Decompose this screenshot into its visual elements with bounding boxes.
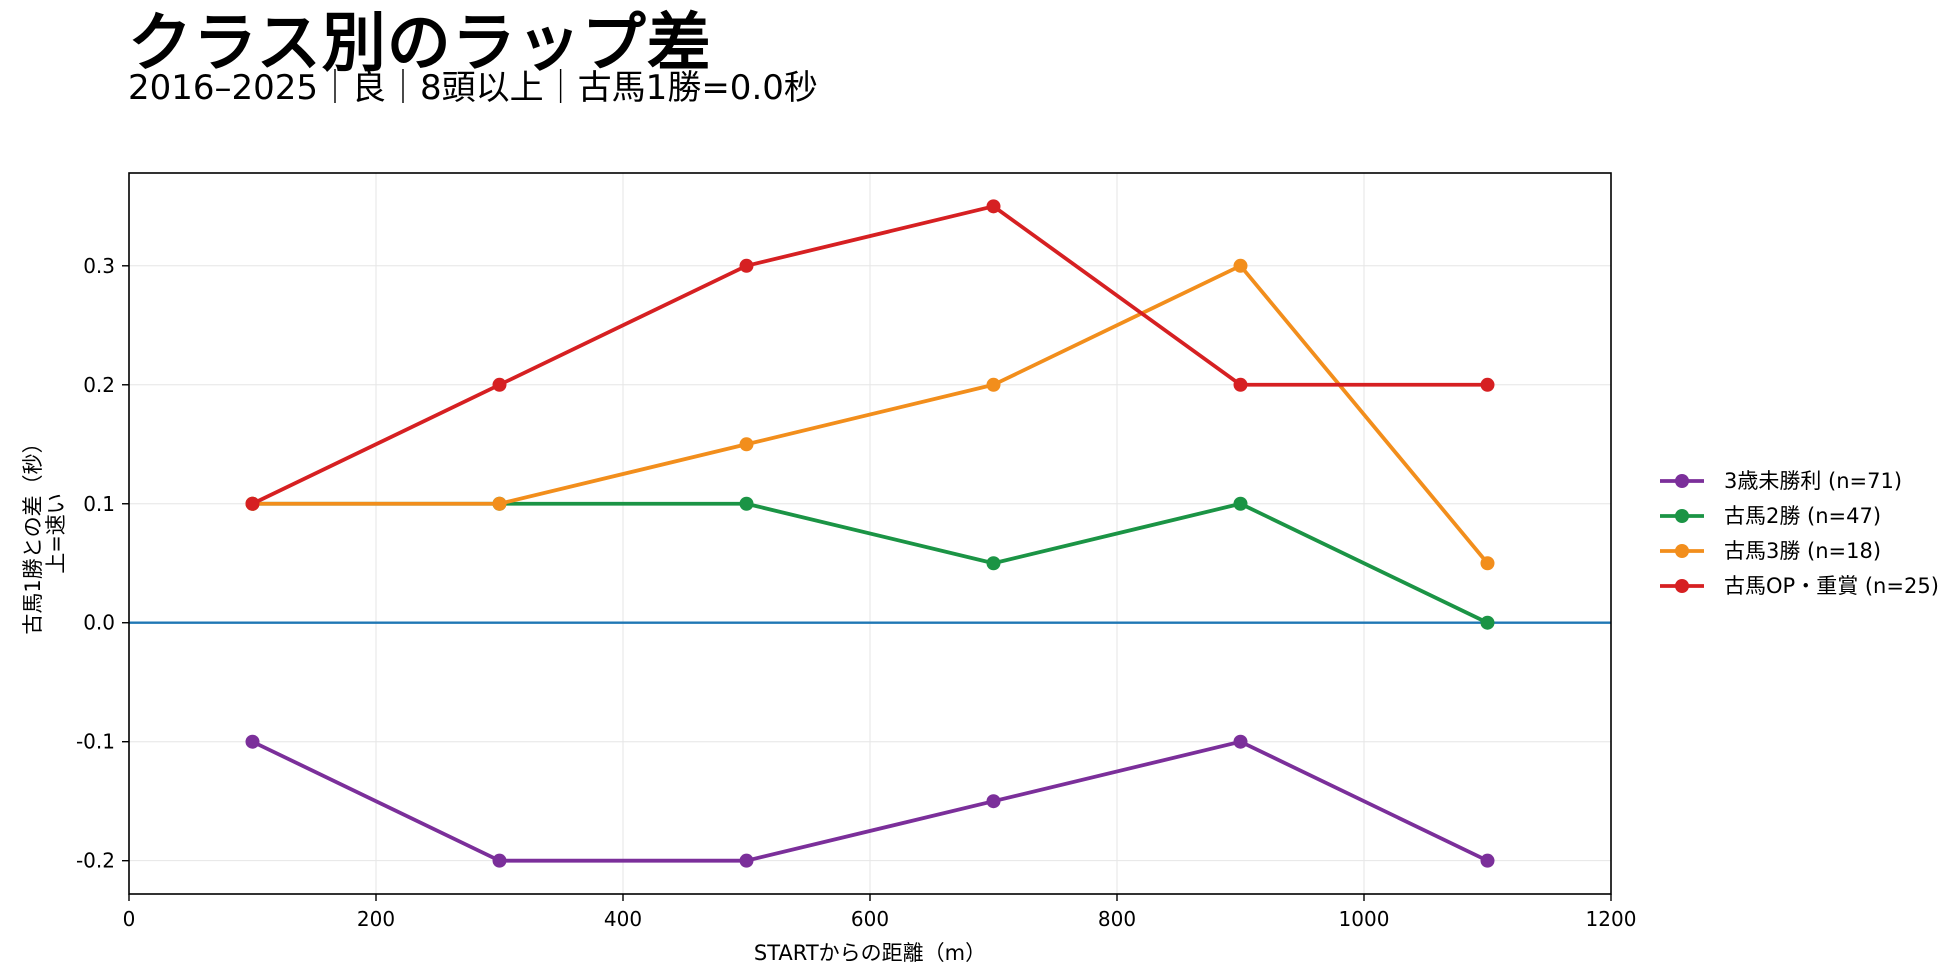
x-tick-label: 1000 [1339, 907, 1390, 931]
data-point [492, 377, 507, 392]
data-point [986, 556, 1001, 571]
x-tick-label: 1200 [1586, 907, 1637, 931]
data-point [492, 496, 507, 511]
data-point [739, 437, 754, 452]
data-point [986, 794, 1001, 809]
legend-marker [1675, 474, 1689, 488]
data-point [492, 853, 507, 868]
legend-entry: 古馬2勝 (n=47) [1660, 504, 1881, 528]
data-point [739, 853, 754, 868]
legend-label: 古馬OP・重賞 (n=25) [1724, 574, 1939, 598]
x-tick-label: 0 [123, 907, 136, 931]
legend-entry: 3歳未勝利 (n=71) [1660, 469, 1902, 493]
y-axis-label: 古馬1勝との差（秒）上=速い [21, 432, 68, 634]
data-point [986, 377, 1001, 392]
chart-subtitle: 2016–2025｜良｜8頭以上｜古馬1勝=0.0秒 [128, 68, 818, 108]
chart-title: クラス別のラップ差 [128, 7, 712, 81]
legend-marker [1675, 544, 1689, 558]
series-line [250, 263, 1490, 566]
x-axis-label: STARTからの距離（m） [754, 941, 986, 965]
x-tick-label: 400 [604, 907, 642, 931]
legend-label: 古馬2勝 (n=47) [1724, 504, 1881, 528]
data-point [986, 199, 1001, 214]
data-point [1480, 377, 1495, 392]
data-point [245, 734, 260, 749]
y-tick-label: 0.0 [83, 611, 115, 635]
legend-entry: 古馬3勝 (n=18) [1660, 539, 1881, 563]
legend: 3歳未勝利 (n=71) 古馬2勝 (n=47) 古馬3勝 (n=18) 古馬OP・重… [1660, 469, 1939, 598]
y-tick-label: 0.2 [83, 373, 115, 397]
x-axis-ticks: 0 200 400 600 800 1000 1200 [123, 894, 1637, 931]
x-tick-label: 800 [1098, 907, 1136, 931]
y-tick-label: 0.3 [83, 254, 115, 278]
data-point [245, 496, 260, 511]
data-point [1480, 556, 1495, 571]
series-1 [245, 734, 1495, 868]
series-lines [245, 199, 1495, 868]
y-axis-ticks: -0.2 -0.1 0.0 0.1 0.2 0.3 [76, 254, 129, 873]
data-point [1480, 615, 1495, 630]
y-tick-label: -0.2 [76, 849, 115, 873]
series-line [250, 739, 1490, 863]
series-3 [245, 258, 1495, 571]
y-tick-label: -0.1 [76, 730, 115, 754]
series-line [250, 204, 1490, 506]
legend-label: 古馬3勝 (n=18) [1724, 539, 1881, 563]
x-tick-label: 200 [357, 907, 395, 931]
y-axis-label-line: 上=速い [44, 493, 68, 574]
data-point [739, 496, 754, 511]
y-tick-label: 0.1 [83, 492, 115, 516]
data-point [1233, 258, 1248, 273]
data-point [1233, 377, 1248, 392]
x-tick-label: 600 [851, 907, 889, 931]
y-axis-label-line: 古馬1勝との差（秒） [21, 432, 45, 634]
legend-marker [1675, 579, 1689, 593]
legend-label: 3歳未勝利 (n=71) [1724, 469, 1902, 493]
data-point [739, 258, 754, 273]
legend-marker [1675, 509, 1689, 523]
data-point [1233, 496, 1248, 511]
legend-entry: 古馬OP・重賞 (n=25) [1660, 574, 1939, 598]
data-point [1480, 853, 1495, 868]
data-point [1233, 734, 1248, 749]
series-4 [245, 199, 1495, 511]
